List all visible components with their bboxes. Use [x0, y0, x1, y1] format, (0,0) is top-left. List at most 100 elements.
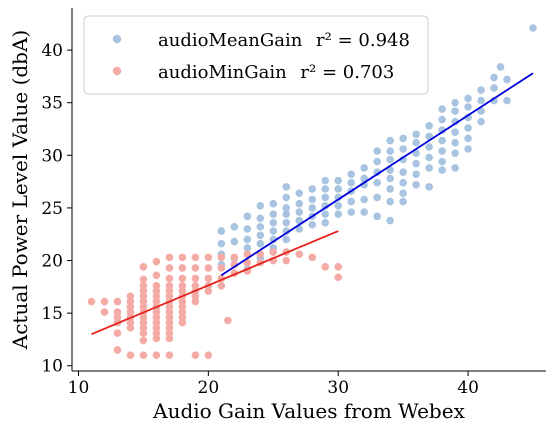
point-audioMeanGain: [412, 138, 420, 147]
point-audioMeanGain: [529, 24, 537, 32]
point-audioMeanGain: [282, 193, 291, 202]
svg-text:audioMinGain r² = 0.70: audioMinGain r² = 0.703: [158, 62, 394, 83]
point-audioMinGain: [139, 263, 148, 271]
point-audioMinGain: [178, 297, 187, 306]
y-tick-label: 10: [41, 357, 63, 377]
point-audioMeanGain: [256, 239, 265, 248]
point-audioMeanGain: [308, 185, 317, 193]
point-audioMeanGain: [230, 237, 239, 246]
point-audioMinGain: [269, 248, 278, 256]
point-audioMeanGain: [243, 235, 252, 244]
point-audioMinGain: [139, 275, 148, 284]
legend-entry-audioMinGain: audioMinGain r² = 0.703: [112, 62, 394, 83]
point-audioMinGain: [126, 318, 135, 327]
point-audioMinGain: [165, 324, 174, 332]
fit-line-audioMinGain: [91, 230, 339, 336]
point-audioMeanGain: [386, 166, 394, 174]
point-audioMeanGain: [425, 183, 433, 191]
point-audioMinGain: [165, 329, 174, 337]
point-audioMinGain: [113, 346, 122, 354]
point-audioMinGain: [295, 250, 304, 259]
point-audioMeanGain: [451, 98, 459, 107]
point-audioMinGain: [165, 351, 174, 360]
point-audioMinGain: [178, 287, 187, 295]
point-audioMeanGain: [360, 195, 368, 204]
point-audioMinGain: [139, 329, 148, 337]
points-layer: [87, 24, 537, 360]
point-audioMeanGain: [269, 227, 278, 235]
point-audioMeanGain: [477, 96, 485, 105]
point-audioMeanGain: [373, 212, 381, 221]
point-audioMeanGain: [399, 197, 407, 206]
point-audioMeanGain: [490, 73, 498, 82]
point-audioMeanGain: [295, 225, 304, 233]
x-tick-label: 30: [327, 378, 349, 398]
point-audioMinGain: [113, 308, 122, 316]
legend-label-audioMeanGain: audioMeanGain: [158, 30, 303, 51]
point-audioMeanGain: [425, 122, 433, 130]
point-audioMinGain: [139, 297, 148, 306]
point-audioMinGain: [178, 264, 187, 272]
point-audioMeanGain: [334, 202, 343, 210]
point-audioMinGain: [204, 351, 213, 360]
point-audioMeanGain: [334, 176, 343, 185]
point-audioMeanGain: [464, 124, 472, 132]
point-audioMinGain: [224, 316, 232, 325]
point-audioMinGain: [139, 292, 148, 301]
point-audioMinGain: [139, 336, 148, 345]
point-audioMeanGain: [373, 157, 381, 166]
point-audioMinGain: [243, 250, 252, 259]
point-audioMinGain: [191, 351, 200, 360]
point-audioMinGain: [139, 287, 148, 295]
point-audioMeanGain: [217, 239, 226, 248]
x-tick-label: 10: [68, 378, 90, 398]
svg-text:audioMeanGain r² = 0.9: audioMeanGain r² = 0.948: [158, 30, 410, 51]
legend-marker-audioMinGain: [112, 66, 122, 76]
point-audioMeanGain: [308, 204, 317, 212]
point-audioMinGain: [204, 287, 213, 295]
point-audioMinGain: [152, 287, 161, 295]
point-audioMeanGain: [347, 208, 356, 216]
point-audioMeanGain: [256, 214, 265, 223]
point-audioMeanGain: [282, 235, 291, 244]
point-audioMeanGain: [321, 210, 330, 219]
point-audioMinGain: [126, 308, 135, 316]
point-audioMeanGain: [334, 210, 343, 219]
point-audioMeanGain: [243, 244, 252, 252]
point-audioMeanGain: [243, 225, 252, 233]
point-audioMeanGain: [282, 218, 291, 227]
point-audioMinGain: [321, 263, 330, 271]
point-audioMeanGain: [464, 94, 472, 103]
point-audioMeanGain: [321, 193, 330, 202]
point-audioMinGain: [178, 318, 187, 327]
point-audioMinGain: [113, 329, 122, 337]
point-audioMeanGain: [451, 128, 459, 136]
point-audioMinGain: [191, 292, 200, 301]
point-audioMeanGain: [269, 210, 278, 219]
point-audioMinGain: [165, 318, 174, 327]
legend-entry-audioMeanGain: audioMeanGain r² = 0.948: [112, 30, 410, 51]
point-audioMeanGain: [464, 134, 472, 143]
point-audioMinGain: [191, 297, 200, 306]
point-audioMinGain: [165, 287, 174, 295]
point-audioMinGain: [191, 253, 200, 262]
point-audioMinGain: [334, 263, 343, 271]
point-audioMeanGain: [360, 174, 368, 183]
point-audioMinGain: [113, 297, 122, 306]
point-audioMeanGain: [347, 170, 356, 179]
point-audioMeanGain: [412, 170, 420, 179]
point-audioMinGain: [178, 274, 187, 283]
y-tick-label: 40: [41, 41, 63, 61]
point-audioMeanGain: [217, 227, 226, 235]
point-audioMeanGain: [451, 164, 459, 172]
point-audioMinGain: [282, 256, 291, 265]
point-audioMinGain: [165, 253, 174, 262]
point-audioMeanGain: [282, 183, 291, 191]
point-audioMeanGain: [347, 197, 356, 206]
point-audioMeanGain: [412, 159, 420, 168]
point-audioMeanGain: [373, 178, 381, 187]
point-audioMeanGain: [503, 96, 511, 105]
point-audioMeanGain: [321, 176, 330, 185]
point-audioMinGain: [126, 324, 135, 332]
point-audioMinGain: [256, 250, 265, 259]
